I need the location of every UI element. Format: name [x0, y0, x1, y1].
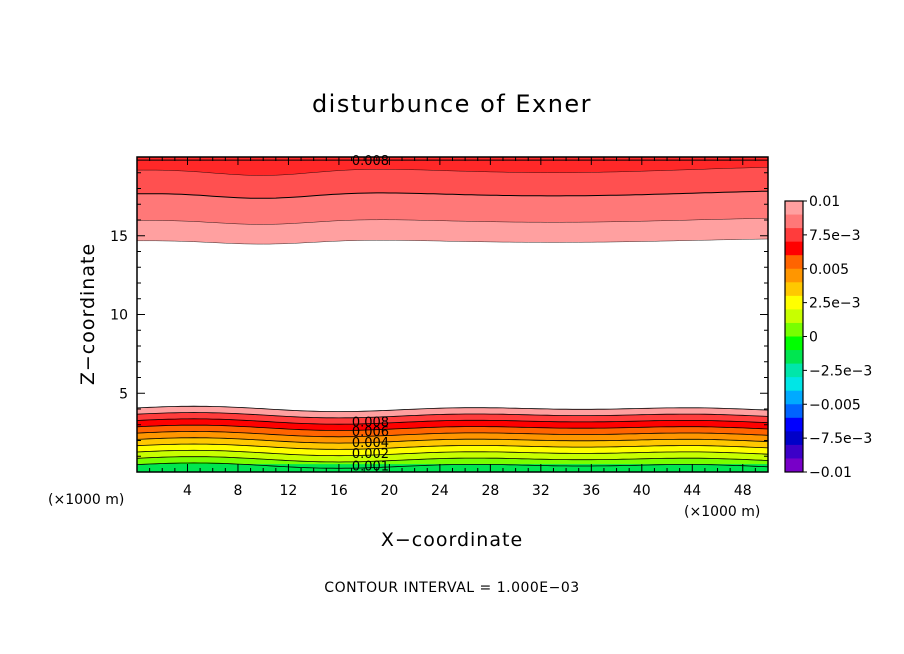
colorbar-swatch [785, 228, 803, 243]
x-tick-label: 12 [280, 483, 298, 499]
x-tick-label: 48 [734, 483, 752, 499]
x-tick-label: 20 [380, 483, 398, 499]
y-axis-label: Z−coordinate [77, 243, 99, 385]
upper-contour-line [137, 167, 769, 176]
x-tick-label: 32 [532, 483, 550, 499]
colorbar-swatch [785, 255, 803, 270]
colorbar-swatch [785, 377, 803, 392]
upper-contour-line [137, 218, 769, 225]
contour-plot [137, 157, 768, 472]
lower-contour-line [136, 418, 769, 425]
lower-contour-line [136, 424, 769, 431]
upper-contour-line [137, 190, 769, 199]
x-tick-label: 4 [183, 483, 192, 499]
contour-lines [136, 159, 769, 469]
colorbar-label: 0.005 [809, 262, 849, 278]
y-tick-label: 10 [110, 308, 128, 324]
colorbar-swatch [785, 417, 803, 432]
colorbar-label: 0 [809, 330, 818, 346]
upper-contour-line [137, 238, 769, 245]
lower-contour-line [136, 449, 769, 457]
x-axis-label: X−coordinate [381, 529, 523, 551]
y-axis: 5 10 15 [110, 156, 768, 473]
x-tick-label: 40 [633, 483, 651, 499]
contour-interval-note: CONTOUR INTERVAL = 1.000E−03 [324, 580, 579, 596]
x-tick-label: 44 [683, 483, 701, 499]
chart-title: disturbunce of Exner [312, 90, 592, 118]
y-tick-label: 5 [119, 386, 128, 402]
x-unit-left: (×1000 m) [48, 492, 124, 508]
contour-label: 0.008 [352, 154, 389, 169]
contour-label: 0.006 [352, 425, 389, 440]
lower-contour-line [136, 456, 769, 463]
contour-label: 0.001 [352, 460, 389, 475]
colorbar-swatch [785, 282, 803, 297]
upper-contour-band [137, 157, 768, 176]
colorbar-label: 2.5e−3 [809, 296, 861, 312]
x-axis: 4 8 12 16 20 24 28 32 36 40 44 48 [136, 157, 769, 499]
colorbar-swatch [785, 214, 803, 229]
x-unit-right: (×1000 m) [684, 504, 760, 520]
lower-contour-line [136, 437, 769, 444]
colorbar-swatch [785, 363, 803, 378]
colorbar-swatch [785, 458, 803, 473]
colorbar-label: 7.5e−3 [809, 228, 861, 244]
lower-contour-line [136, 462, 769, 469]
colorbar-swatch [785, 268, 803, 283]
y-tick-label: 15 [110, 229, 128, 245]
contour-label: 0.002 [352, 447, 389, 462]
lower-contour-line [136, 430, 769, 438]
colorbar-swatch [785, 241, 803, 256]
colorbar-swatch [785, 201, 803, 216]
x-tick-label: 16 [330, 483, 348, 499]
x-tick-label: 36 [582, 483, 600, 499]
lower-contour-line [136, 412, 769, 419]
colorbar-label: 0.01 [809, 194, 840, 210]
lower-contour-line [136, 443, 769, 450]
x-tick-label: 8 [233, 483, 242, 499]
x-tick-label: 24 [431, 483, 449, 499]
colorbar-swatch [785, 309, 803, 324]
colorbar-swatch [785, 431, 803, 446]
lower-contour-line [136, 405, 769, 413]
colorbar-label: −0.005 [809, 397, 861, 413]
colorbar-label: −0.01 [809, 465, 852, 481]
colorbar-swatch [785, 350, 803, 365]
colorbar-swatch [785, 444, 803, 459]
colorbar-swatch [785, 295, 803, 310]
colorbar-swatch [785, 390, 803, 405]
contour-label: 0.004 [352, 436, 389, 451]
colorbar-swatch [785, 322, 803, 337]
colorbar-label: −7.5e−3 [809, 431, 872, 447]
x-tick-label: 28 [481, 483, 499, 499]
colorbar-swatch [785, 404, 803, 419]
contour-label: 0.008 [352, 416, 389, 431]
colorbar-swatch [785, 336, 803, 351]
colorbar-label: −2.5e−3 [809, 363, 872, 379]
colorbar: 0.01 7.5e−3 0.005 2.5e−3 0 −2.5e−3 −0.005 −7.5e… [784, 194, 872, 481]
